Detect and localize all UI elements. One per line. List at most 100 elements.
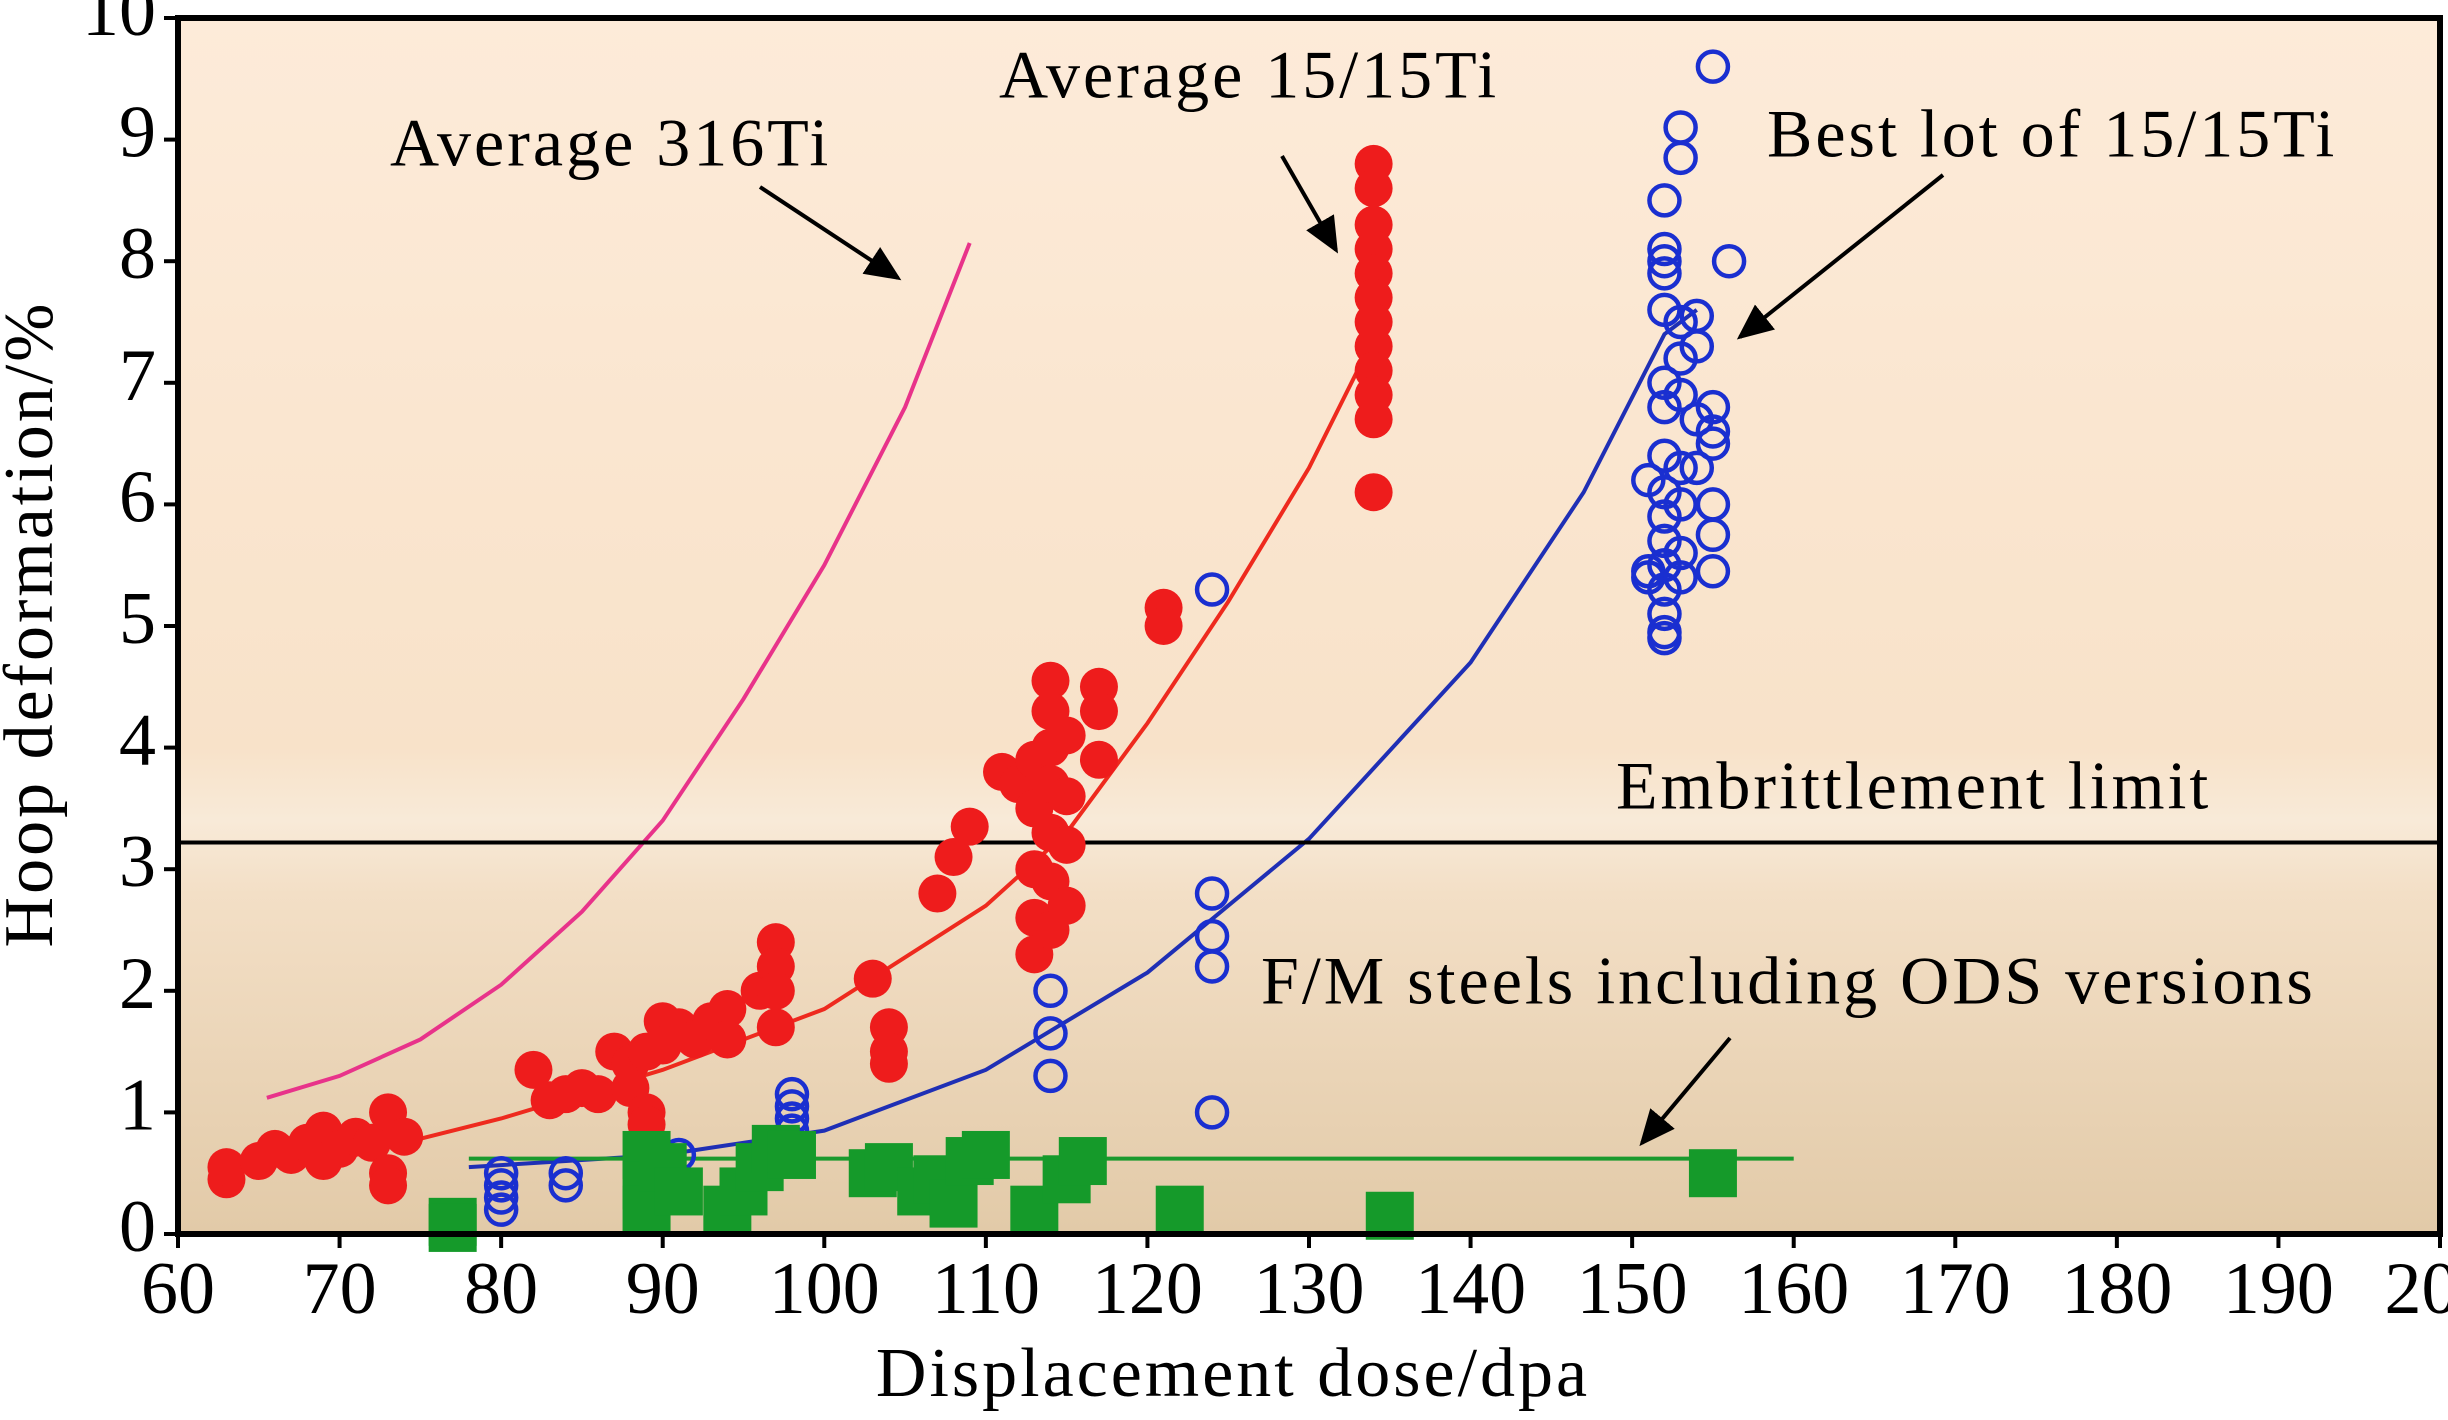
y-axis-label: Hoop deformation/% [0,301,68,948]
point [1688,1149,1737,1198]
point [1695,517,1731,553]
point [1663,140,1698,176]
arrow [1639,1036,1732,1147]
point [1647,243,1682,279]
point [1194,572,1230,607]
point [1663,487,1698,522]
x-tick-label: 90 [626,1248,700,1330]
point [548,1155,584,1191]
point [774,1076,810,1112]
point [654,1167,703,1216]
point [756,971,795,1010]
y-tick-label: 10 [82,0,156,52]
point [483,1168,519,1203]
point [1194,876,1230,911]
x-tick-label: 80 [464,1248,538,1330]
point [1647,620,1682,656]
point [579,1075,618,1114]
point [548,1168,584,1203]
marks [178,49,2440,1252]
y-tick-label: 9 [119,92,156,174]
point [708,990,747,1029]
point [483,1155,519,1191]
line [468,308,1698,1170]
point [1079,692,1118,731]
point [708,1020,747,1059]
point [385,1117,424,1156]
y-tick-label: 2 [119,943,156,1025]
point [369,1166,408,1205]
point [1695,554,1731,589]
point [1647,596,1682,632]
point [1663,450,1698,486]
y-tick-label: 8 [119,213,156,295]
point [934,838,973,877]
point [1354,473,1393,512]
point [352,1123,391,1162]
annotation: Average 15/15Ti [999,37,1499,113]
x-tick-label: 190 [2223,1248,2334,1330]
point [1695,389,1731,425]
point [1058,1137,1107,1186]
point [1047,886,1086,925]
x-tick-label: 70 [303,1248,377,1330]
x-tick-label: 130 [1254,1248,1365,1330]
point [756,1008,795,1047]
point [961,1130,1010,1179]
point [1194,949,1230,984]
point [767,1130,816,1179]
x-tick-label: 60 [141,1248,215,1330]
point [1033,1058,1068,1094]
point [1033,1016,1068,1051]
x-axis-label: Displacement dose/dpa [876,1335,1590,1412]
arrow [1736,173,1945,340]
point [774,1089,810,1124]
arrow [758,185,902,281]
point [853,959,892,998]
arrow [1280,155,1338,254]
point [869,1044,908,1083]
point [950,807,989,846]
point [1679,450,1715,486]
point [483,1192,519,1227]
y-tick-label: 4 [119,700,156,782]
point [483,1180,519,1215]
x-tick-label: 140 [1415,1248,1526,1330]
point [1079,740,1118,779]
point [1033,973,1068,1009]
point [1354,169,1393,208]
point [1663,560,1698,595]
point [1354,400,1393,439]
y-tick-label: 3 [119,821,156,903]
point [1663,304,1698,340]
point [929,1179,978,1228]
point [1663,377,1698,413]
point [1155,1185,1204,1234]
point [1647,256,1682,291]
point [1647,183,1682,218]
y-tick-label: 5 [119,578,156,660]
y-tick-label: 7 [119,335,156,417]
x-tick-label: 110 [932,1248,1040,1330]
point [1047,825,1086,864]
point [1031,661,1070,700]
point [1695,414,1731,449]
annotation: Best lot of 15/15Ti [1767,96,2337,172]
point [1047,716,1086,755]
point [1194,1095,1230,1130]
point [207,1148,246,1187]
point [1711,243,1747,279]
point [1144,607,1183,645]
x-tick-label: 120 [1092,1248,1203,1330]
point [918,874,957,913]
line [266,242,972,1100]
annotation: Average 316Ti [390,105,831,181]
x-tick-label: 200 [2385,1248,2448,1330]
y-tick-label: 6 [119,456,156,538]
x-tick-label: 170 [1900,1248,2011,1330]
x-tick-label: 180 [2061,1248,2172,1330]
point [1695,49,1731,84]
point [1695,426,1731,461]
annotation: Embrittlement limit [1616,748,2211,824]
